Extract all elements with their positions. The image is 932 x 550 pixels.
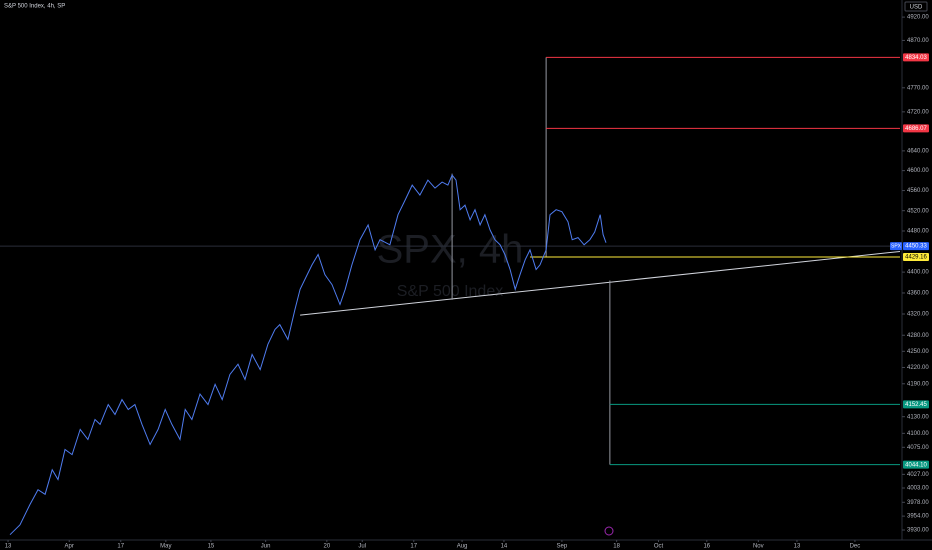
x-tick-label: May xyxy=(160,544,171,550)
x-tick-label: 18 xyxy=(613,544,620,550)
price-line xyxy=(9,174,607,536)
y-tick-label: 4640.00 xyxy=(907,148,929,154)
y-tick-label: 4400.00 xyxy=(907,270,929,276)
watermark-subtitle: S&P 500 Index xyxy=(397,283,503,300)
event-icon[interactable] xyxy=(604,526,614,536)
x-tick-label: Aug xyxy=(457,544,468,550)
x-tick-label: 15 xyxy=(208,544,215,550)
currency-box[interactable] xyxy=(904,1,928,12)
y-tick-label: 4250.00 xyxy=(907,349,929,355)
x-tick-label: 20 xyxy=(323,544,330,550)
level-badge xyxy=(903,124,929,133)
y-tick-label: 4520.00 xyxy=(907,208,929,214)
symbol-label: SPX xyxy=(891,243,902,249)
symbol-badge xyxy=(890,242,902,251)
last-price-label: 4450.33 xyxy=(905,244,927,250)
y-tick-label: 4280.00 xyxy=(907,333,929,339)
x-tick-label: Apr xyxy=(65,544,74,550)
y-tick-label: 4870.00 xyxy=(907,38,929,44)
y-tick-label: 4600.00 xyxy=(907,168,929,174)
level-label: 4429.16 xyxy=(905,255,927,261)
x-tick-label: Jul xyxy=(358,544,366,550)
level-badge xyxy=(903,53,929,62)
y-tick-label: 4220.00 xyxy=(907,365,929,371)
x-tick-label: 13 xyxy=(5,544,12,550)
x-tick-label: 17 xyxy=(117,544,124,550)
y-tick-label: 4130.00 xyxy=(907,414,929,420)
y-tick-label: 4075.00 xyxy=(907,445,929,451)
watermark: SPX, 4h xyxy=(377,228,524,272)
y-tick-label: 3978.00 xyxy=(907,500,929,506)
level-badge xyxy=(903,400,929,409)
y-tick-label: 4320.00 xyxy=(907,312,929,318)
y-tick-label: 4360.00 xyxy=(907,291,929,297)
y-tick-label: 3930.00 xyxy=(907,528,929,534)
chart-title: S&P 500 Index, 4h, SP xyxy=(4,4,65,10)
y-tick-label: 4003.00 xyxy=(907,486,929,492)
x-tick-label: Jun xyxy=(261,544,271,550)
x-tick-label: 14 xyxy=(501,544,508,550)
y-tick-label: 4480.00 xyxy=(907,229,929,235)
currency[interactable]: USD xyxy=(910,5,923,11)
level-label: 4044.10 xyxy=(905,462,927,468)
x-tick-label: 17 xyxy=(410,544,417,550)
y-tick-label: 3954.00 xyxy=(907,514,929,520)
y-tick-label: 4560.00 xyxy=(907,188,929,194)
level-label: 4152.45 xyxy=(905,402,927,408)
trendline xyxy=(300,250,901,316)
level-label: 4834.03 xyxy=(905,55,927,61)
x-tick-label: 16 xyxy=(703,544,710,550)
x-tick-label: Oct xyxy=(654,544,664,550)
x-tick-label: Nov xyxy=(753,544,764,550)
x-tick-label: Dec xyxy=(850,544,861,550)
level-label: 4686.07 xyxy=(905,126,927,132)
last-price-badge xyxy=(903,242,929,251)
y-tick-label: 4720.00 xyxy=(907,109,929,115)
level-badge xyxy=(903,460,929,469)
x-tick-label: Sep xyxy=(557,544,568,550)
y-tick-label: 4770.00 xyxy=(907,85,929,91)
y-tick-label: 4920.00 xyxy=(907,15,929,21)
y-tick-label: 4190.00 xyxy=(907,381,929,387)
y-tick-label: 4100.00 xyxy=(907,431,929,437)
level-badge xyxy=(903,253,929,262)
y-tick-label: 4027.00 xyxy=(907,472,929,478)
x-tick-label: 13 xyxy=(794,544,801,550)
